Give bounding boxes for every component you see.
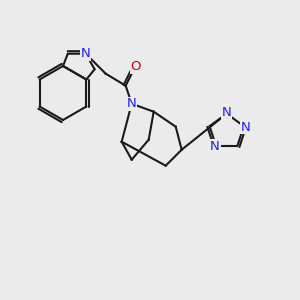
Text: N: N bbox=[222, 106, 232, 119]
Text: O: O bbox=[130, 60, 141, 73]
Text: N: N bbox=[241, 121, 251, 134]
Text: N: N bbox=[81, 47, 91, 60]
Text: N: N bbox=[127, 97, 136, 110]
Text: N: N bbox=[210, 140, 220, 153]
